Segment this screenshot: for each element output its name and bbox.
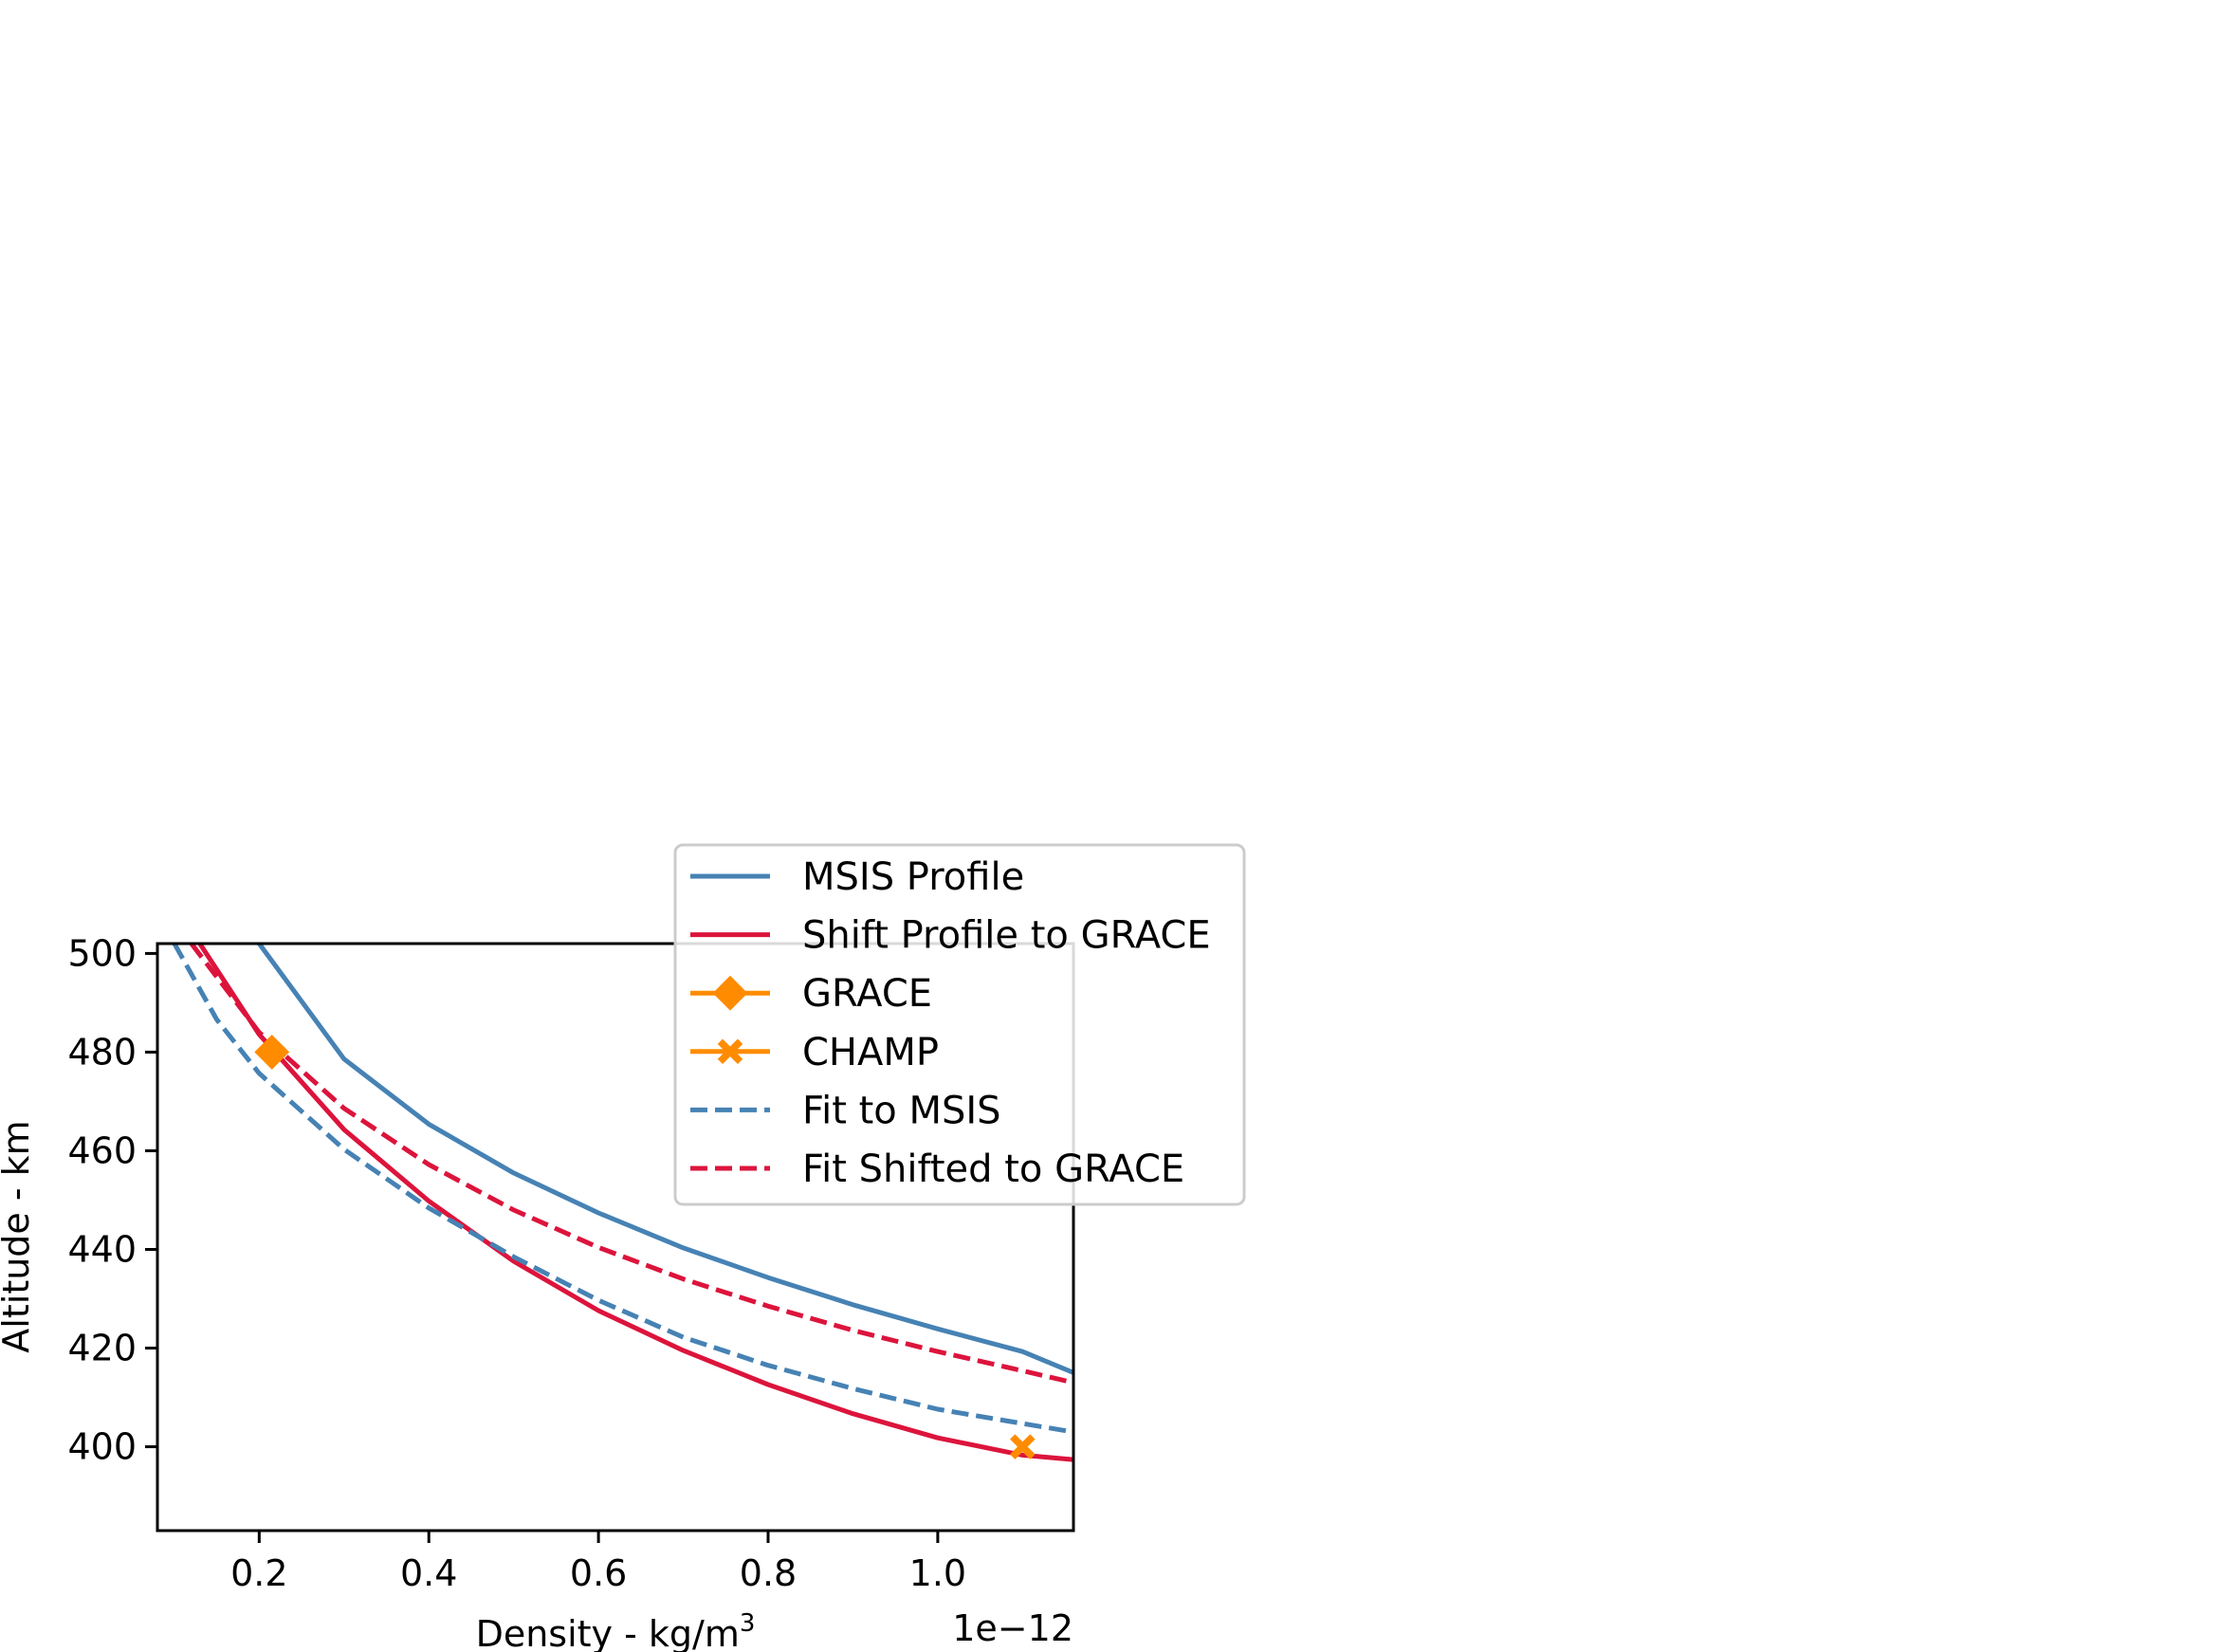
- axes: 0.2 0.4 0.6 0.8 1.0 400 420 440 460 480 500: [67, 932, 1075, 1594]
- legend-box: [673, 843, 1246, 1206]
- x-tick-label: 0.6: [570, 1552, 627, 1594]
- legend-item-champ: CHAMP: [690, 1031, 939, 1074]
- legend-item-fit-shifted-to-grace: Fit Shifted to GRACE: [690, 1147, 1184, 1191]
- legend-item-fit-to-msis: Fit to MSIS: [690, 1089, 1001, 1132]
- legend-label: Fit Shifted to GRACE: [802, 1147, 1184, 1191]
- series-layer: [172, 944, 1073, 1462]
- y-tick-label: 500: [67, 932, 137, 974]
- legend-marker: [717, 1038, 743, 1065]
- legend-item-msis-profile: MSIS Profile: [690, 855, 1024, 899]
- plot-frame: [156, 942, 1075, 1533]
- y-tick-label: 420: [67, 1328, 137, 1369]
- y-tick-label: 480: [67, 1031, 137, 1073]
- legend-label: Shift Profile to GRACE: [802, 914, 1211, 958]
- x-tick-label: 0.8: [740, 1552, 797, 1594]
- y-tick-label: 460: [67, 1129, 137, 1171]
- x-offset-label: 1e−12: [952, 1607, 1073, 1649]
- y-tick-label: 440: [67, 1229, 137, 1271]
- y-axis-label: Altitude - km: [0, 1120, 37, 1352]
- plot-area: [172, 944, 1073, 1462]
- series-line-shift-profile-to-grace: [197, 944, 1073, 1462]
- legend: MSIS Profile Shift Profile to GRACE GRACE C…: [673, 843, 1246, 1206]
- series-line-msis-profile: [257, 944, 1073, 1375]
- y-tick-label: 400: [67, 1426, 137, 1468]
- x-axis-label: Density - kg/m3: [476, 1609, 756, 1652]
- x-tick-label: 1.0: [909, 1552, 966, 1594]
- legend-label: CHAMP: [802, 1031, 939, 1074]
- legend-label: GRACE: [802, 972, 932, 1016]
- series-line-fit-shifted-to-grace: [189, 944, 1073, 1386]
- legend-label: Fit to MSIS: [802, 1089, 1001, 1132]
- legend-label: MSIS Profile: [802, 855, 1024, 899]
- series-line-fit-to-msis: [172, 944, 1073, 1435]
- legend-item-shift-profile-to-grace: Shift Profile to GRACE: [690, 914, 1211, 958]
- legend-marker: [712, 975, 748, 1011]
- data-point-grace: [254, 1035, 290, 1070]
- x-tick-label: 0.2: [230, 1552, 287, 1594]
- legend-item-grace: GRACE: [690, 972, 932, 1016]
- data-point-champ: [1010, 1434, 1036, 1459]
- x-tick-label: 0.4: [400, 1552, 457, 1594]
- marker-layer: [254, 1035, 1036, 1459]
